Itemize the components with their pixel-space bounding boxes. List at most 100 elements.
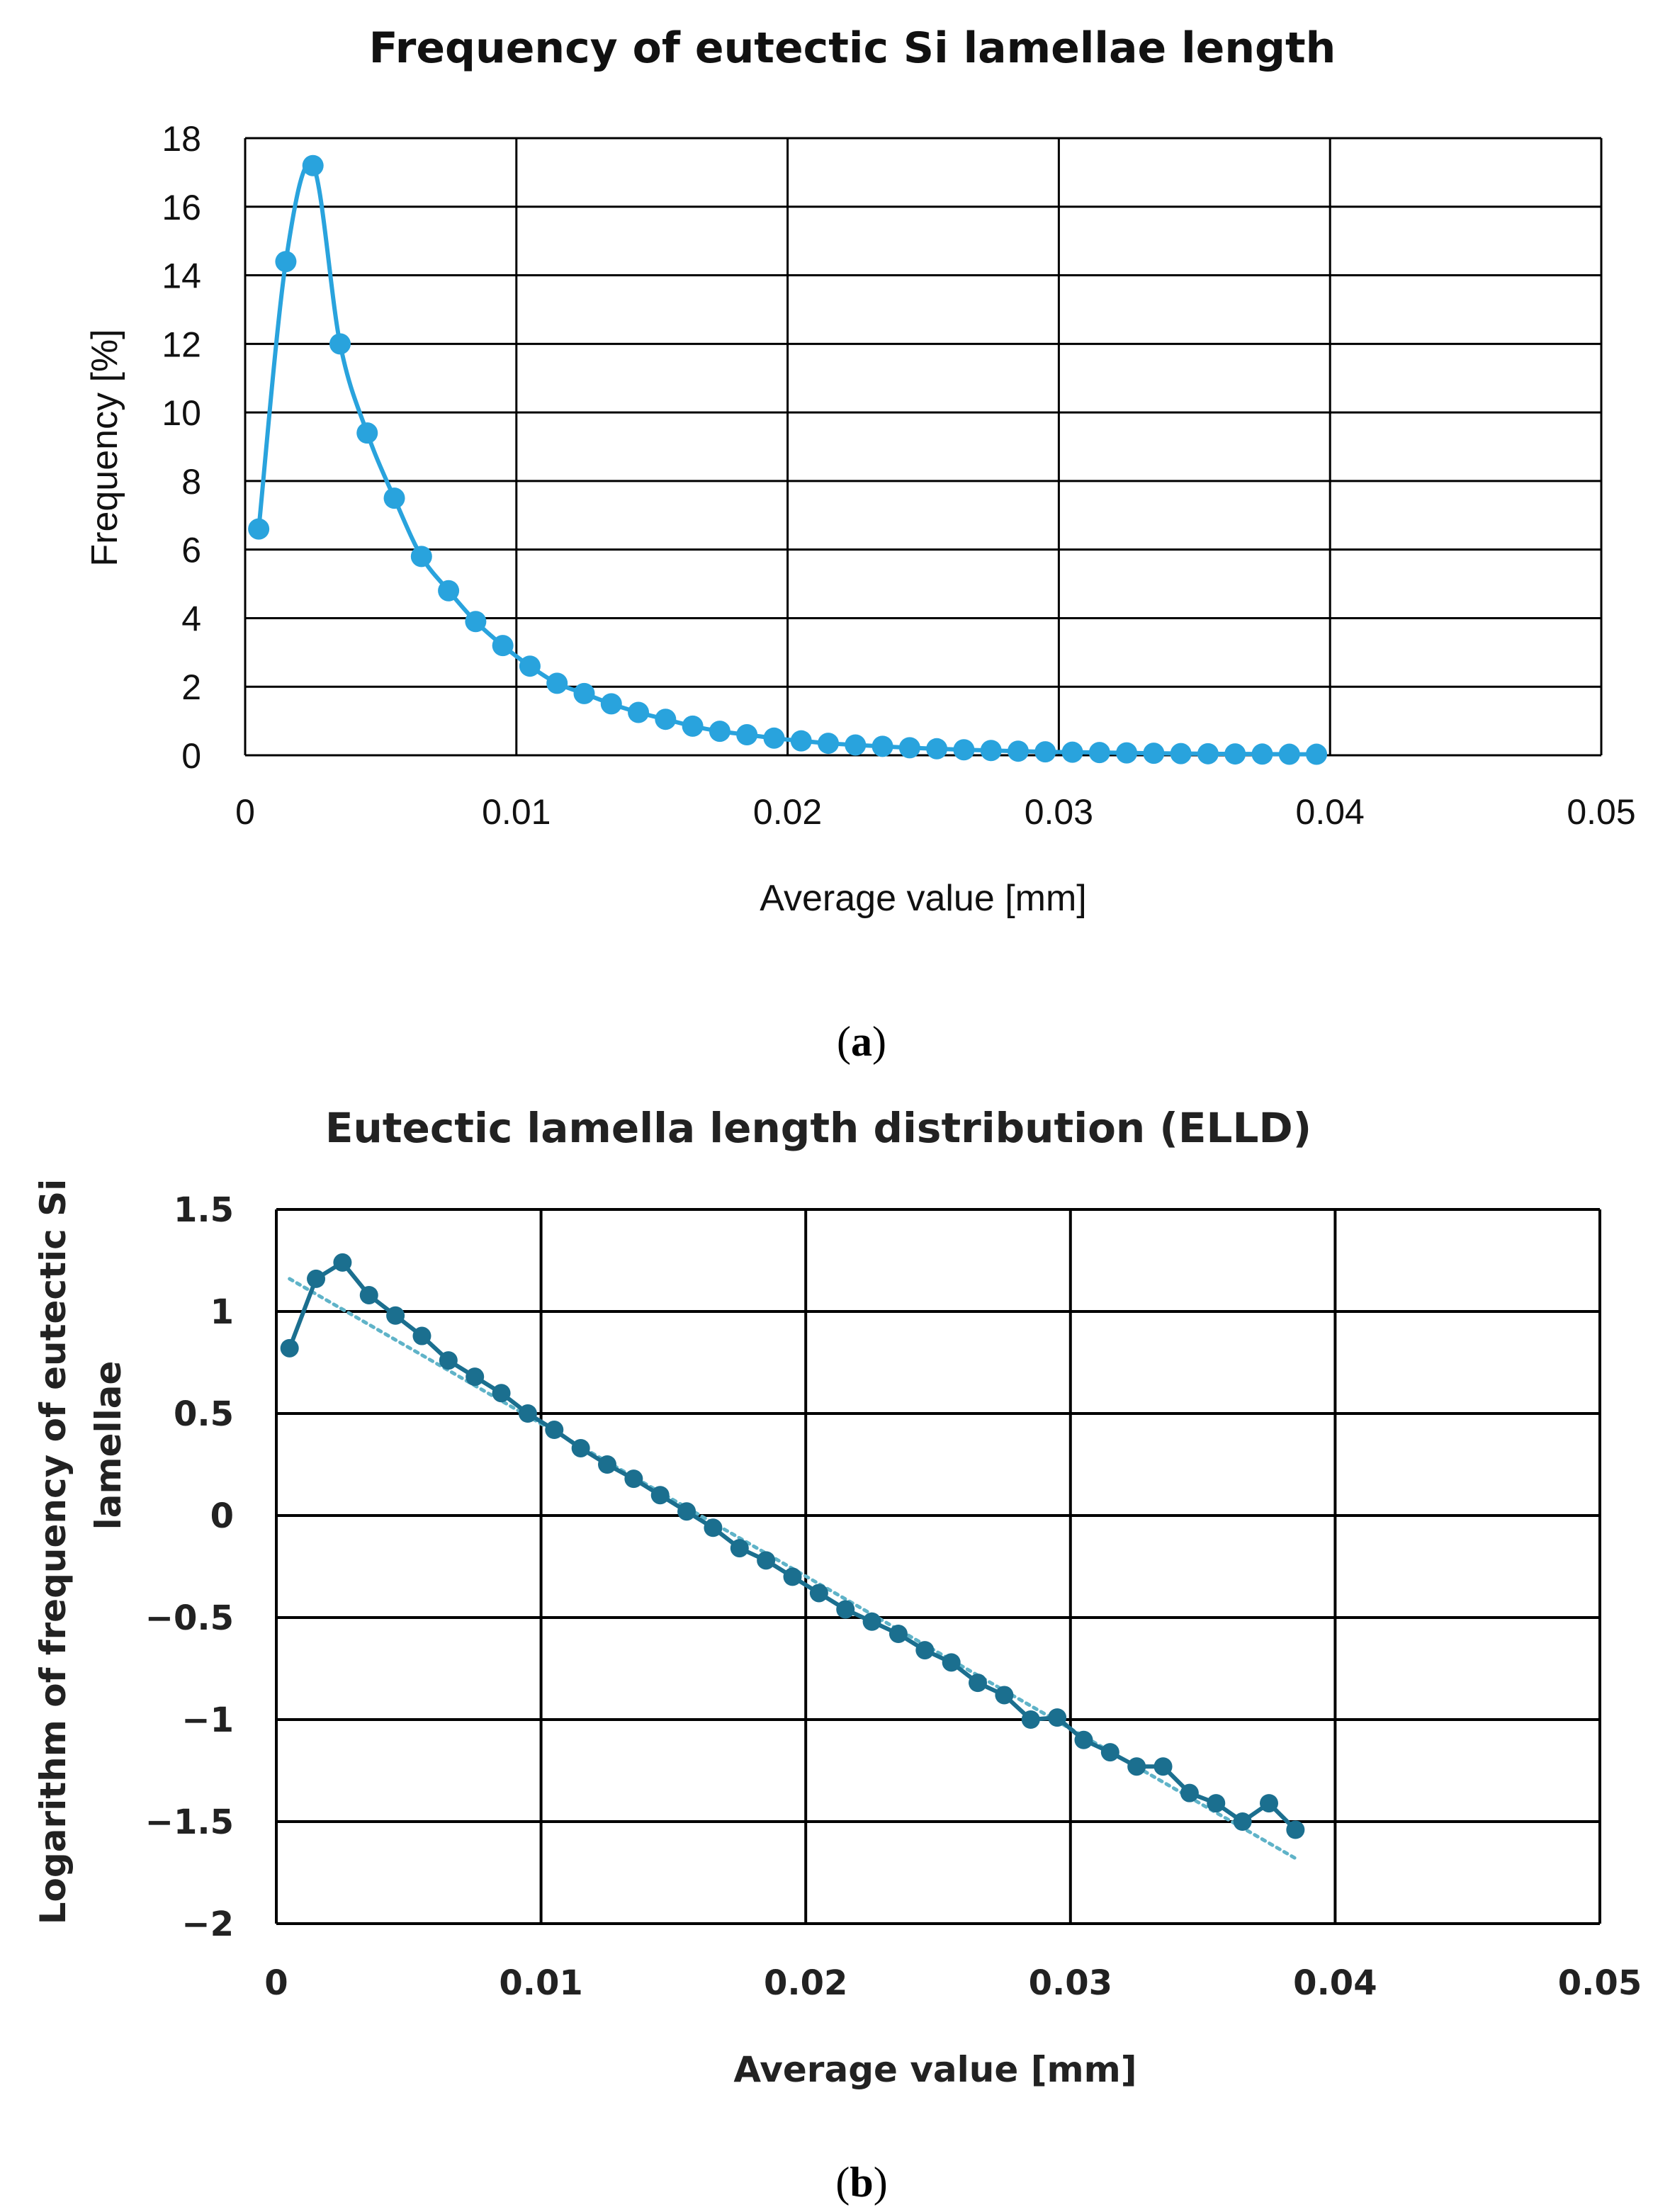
a-data-point xyxy=(302,154,324,176)
a-data-point xyxy=(1224,743,1246,765)
a-data-point xyxy=(709,721,730,743)
b-data-point xyxy=(518,1404,537,1423)
chart-a-grid xyxy=(244,137,1603,757)
a-data-point xyxy=(682,715,704,737)
a-data-point xyxy=(519,655,541,677)
b-data-point xyxy=(412,1326,431,1345)
a-data-point xyxy=(248,518,270,540)
a-data-point xyxy=(628,701,650,723)
b-y-tick-label: 1 xyxy=(210,1292,234,1332)
b-data-point xyxy=(942,1653,961,1672)
a-x-tick-label: 0.03 xyxy=(1025,792,1093,832)
a-y-tick-label: 18 xyxy=(162,119,201,159)
b-data-point xyxy=(862,1612,881,1631)
chart-b-grid xyxy=(275,1208,1601,1925)
a-y-tick-label: 6 xyxy=(181,531,201,570)
b-data-point xyxy=(809,1584,828,1603)
b-data-point xyxy=(1100,1743,1119,1762)
b-data-point xyxy=(492,1384,511,1403)
a-data-point xyxy=(438,580,460,602)
b-data-point xyxy=(1260,1794,1278,1813)
a-y-tick-label: 14 xyxy=(162,256,201,296)
chart-b-x-ticks: 0 0.01 0.02 0.03 0.04 0.05 xyxy=(264,1963,1642,2003)
b-x-tick-label: 0.04 xyxy=(1293,1963,1377,2003)
b-x-tick-label: 0.02 xyxy=(764,1963,847,2003)
b-data-point xyxy=(730,1539,749,1558)
a-data-point xyxy=(600,693,622,715)
a-y-tick-label: 2 xyxy=(181,667,201,707)
a-data-point xyxy=(980,740,1002,762)
b-data-point xyxy=(545,1421,564,1440)
a-data-point xyxy=(492,635,514,657)
b-data-point xyxy=(650,1486,670,1505)
b-data-point xyxy=(333,1253,352,1272)
chart-b-y-axis-label-line-2: lamellae xyxy=(88,1361,129,1530)
chart-a-caption: (a) xyxy=(837,1018,886,1065)
b-data-point xyxy=(836,1600,855,1619)
a-data-point xyxy=(1116,742,1138,764)
chart-b-title: Eutectic lamella length distribution (EL… xyxy=(325,1104,1311,1152)
b-series-line xyxy=(287,1260,1297,1832)
b-data-point xyxy=(280,1338,299,1358)
a-data-point xyxy=(926,738,948,760)
b-data-point xyxy=(1233,1812,1252,1831)
b-x-tick-label: 0.03 xyxy=(1029,1963,1112,2003)
b-y-tick-label: −0.5 xyxy=(145,1598,234,1638)
a-data-point xyxy=(1034,741,1056,763)
a-data-point xyxy=(275,251,297,273)
b-data-point xyxy=(1127,1757,1146,1776)
b-y-tick-label: 0.5 xyxy=(174,1394,234,1434)
a-data-point xyxy=(790,730,812,752)
b-data-point xyxy=(386,1306,405,1325)
b-y-tick-label: 1.5 xyxy=(174,1190,234,1230)
a-data-point xyxy=(1007,740,1029,762)
a-data-point xyxy=(953,739,975,761)
chart-a-x-axis-label: Average value [mm] xyxy=(760,878,1086,919)
b-data-point xyxy=(704,1518,723,1537)
b-data-point xyxy=(1153,1757,1173,1776)
b-data-point xyxy=(995,1686,1014,1705)
a-x-tick-label: 0.02 xyxy=(753,792,822,832)
a-data-point xyxy=(1143,743,1165,764)
a-y-tick-label: 10 xyxy=(162,393,201,433)
a-x-tick-label: 0 xyxy=(235,792,255,832)
b-data-point xyxy=(466,1367,485,1387)
b-data-point xyxy=(571,1438,590,1457)
a-data-point xyxy=(465,611,487,633)
chart-a-y-ticks: 0 2 4 6 8 10 12 14 16 18 xyxy=(162,119,201,776)
b-data-point xyxy=(1074,1730,1093,1749)
a-data-point xyxy=(763,727,785,749)
a-data-point xyxy=(898,737,920,759)
a-data-point xyxy=(1306,743,1328,765)
a-y-tick-label: 4 xyxy=(181,599,201,638)
b-data-point xyxy=(439,1351,458,1370)
chart-b-caption: (b) xyxy=(835,2159,887,2206)
a-data-point xyxy=(1197,743,1219,764)
b-y-tick-label: 0 xyxy=(210,1496,234,1536)
b-data-point xyxy=(1180,1783,1199,1802)
b-data-point xyxy=(783,1567,802,1586)
a-x-tick-label: 0.01 xyxy=(482,792,551,832)
b-y-tick-label: −1.5 xyxy=(145,1802,234,1842)
a-y-tick-label: 16 xyxy=(162,188,201,227)
b-y-tick-label: −2 xyxy=(181,1905,234,1944)
b-data-point xyxy=(598,1455,616,1474)
a-x-tick-label: 0.04 xyxy=(1296,792,1365,832)
b-data-point xyxy=(757,1551,776,1570)
a-data-point xyxy=(655,709,677,730)
b-data-point xyxy=(359,1285,378,1304)
a-y-tick-label: 8 xyxy=(181,462,201,502)
chart-a: Frequency of eutectic Si lamellae length… xyxy=(84,23,1636,1065)
b-x-tick-label: 0.01 xyxy=(499,1963,582,2003)
chart-a-y-axis-label: Frequency [%] xyxy=(84,329,125,566)
a-data-point xyxy=(573,682,595,704)
chart-a-series xyxy=(248,154,1328,765)
a-data-point xyxy=(383,487,405,509)
b-data-point xyxy=(677,1502,696,1521)
chart-b-x-axis-label: Average value [mm] xyxy=(733,2049,1136,2090)
a-data-point xyxy=(1088,742,1110,764)
a-data-point xyxy=(1278,743,1300,765)
a-data-point xyxy=(329,333,351,355)
chart-b-series xyxy=(280,1253,1305,1839)
